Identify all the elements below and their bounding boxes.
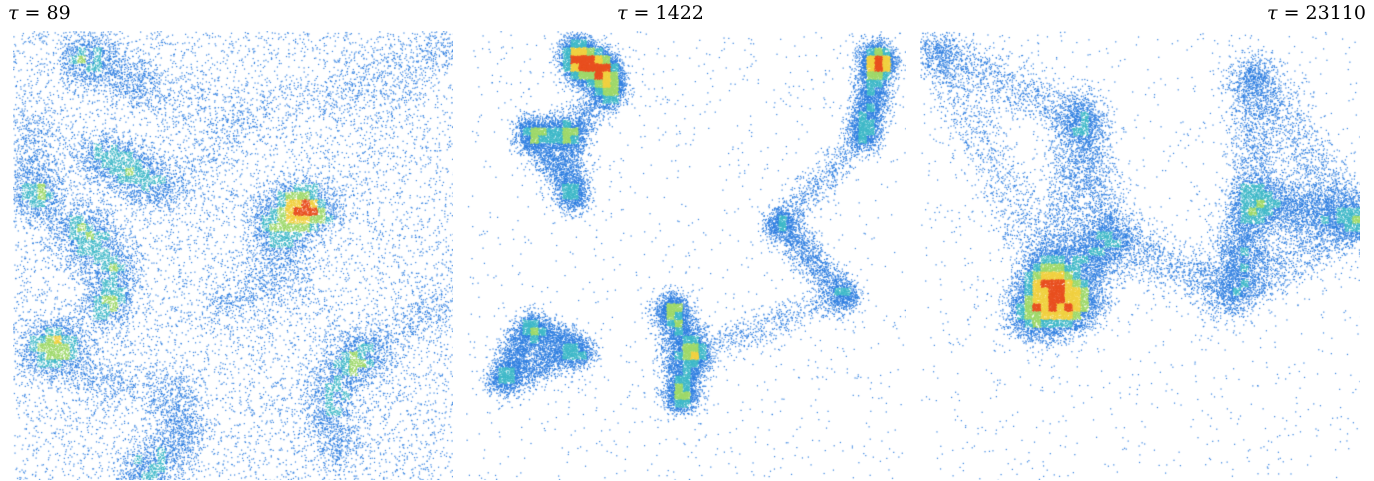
tau-value: 89: [46, 2, 71, 24]
particle-density-field: [920, 31, 1360, 480]
panel-tau-89: τ = 89: [8, 0, 456, 481]
equals-sign: =: [18, 2, 47, 24]
tau-symbol: τ: [8, 2, 19, 24]
equals-sign: =: [1277, 2, 1306, 24]
tau-symbol: τ: [1267, 2, 1278, 24]
tau-symbol: τ: [617, 2, 628, 24]
particle-density-field: [466, 31, 906, 480]
particle-density-field: [13, 31, 453, 480]
equals-sign: =: [627, 2, 656, 24]
panel-tau-1422: τ = 1422: [462, 0, 910, 481]
panel-title: τ = 89: [8, 2, 71, 24]
panel-title: τ = 1422: [617, 2, 704, 24]
tau-value: 1422: [655, 2, 704, 24]
panel-title: τ = 23110: [1267, 2, 1366, 24]
panel-tau-23110: τ = 23110: [916, 0, 1366, 481]
tau-value: 23110: [1305, 2, 1366, 24]
